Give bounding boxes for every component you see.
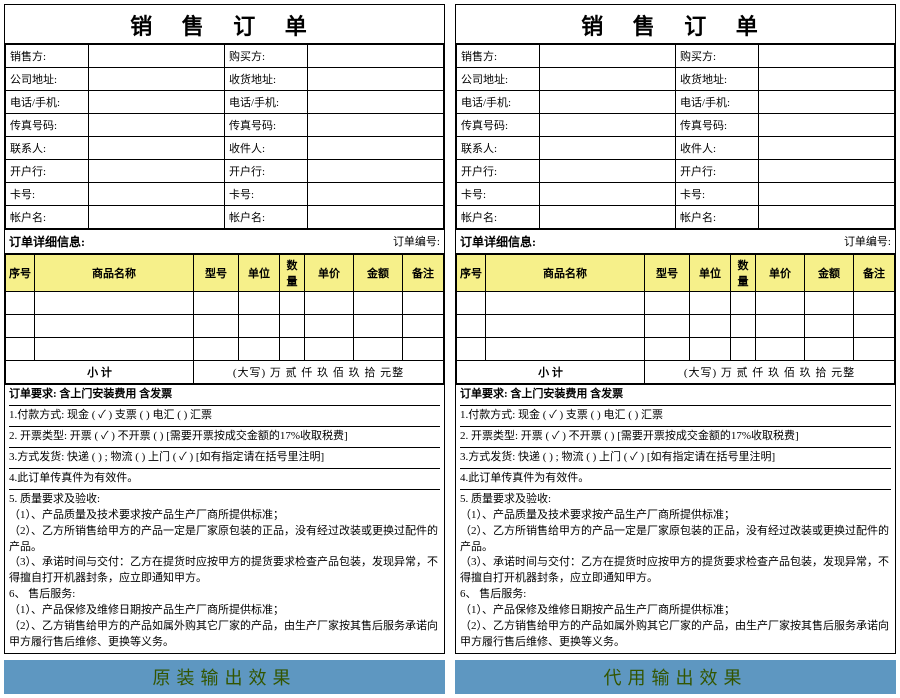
caption-row: 原装输出效果 代用输出效果 (4, 660, 896, 694)
lbl-seller: 销售方: (6, 45, 89, 68)
lbl-buyer: 购买方: (224, 45, 307, 68)
caption-right: 代用输出效果 (455, 660, 896, 694)
sales-order-form-right: 销 售 订 单 销售方:购买方: 公司地址:收货地址: 电话/手机:电话/手机:… (455, 4, 896, 654)
form-title: 销 售 订 单 (5, 5, 444, 44)
sales-order-form-left: 销 售 订 单 销售方:购买方: 公司地址:收货地址: 电话/手机:电话/手机:… (4, 4, 445, 654)
info-table: 销售方:购买方: 公司地址:收货地址: 电话/手机:电话/手机: 传真号码:传真… (5, 44, 444, 229)
caption-left: 原装输出效果 (4, 660, 445, 694)
subtotal-amount: (大写) 万 贰 仟 玖 佰 玖 拾 元整 (194, 361, 444, 384)
items-table: 序号 商品名称 型号 单位 数量 单价 金额 备注 小 计 (大写) 万 贰 仟… (5, 254, 444, 384)
requirements: 订单要求: 含上门安装费用 含发票 1.付款方式: 现金 ( ✓ ) 支票 ( … (5, 384, 444, 653)
subtotal-label: 小 计 (6, 361, 194, 384)
order-no-label: 订单编号: (393, 233, 440, 250)
detail-header: 订单详细信息: 订单编号: (5, 229, 444, 254)
